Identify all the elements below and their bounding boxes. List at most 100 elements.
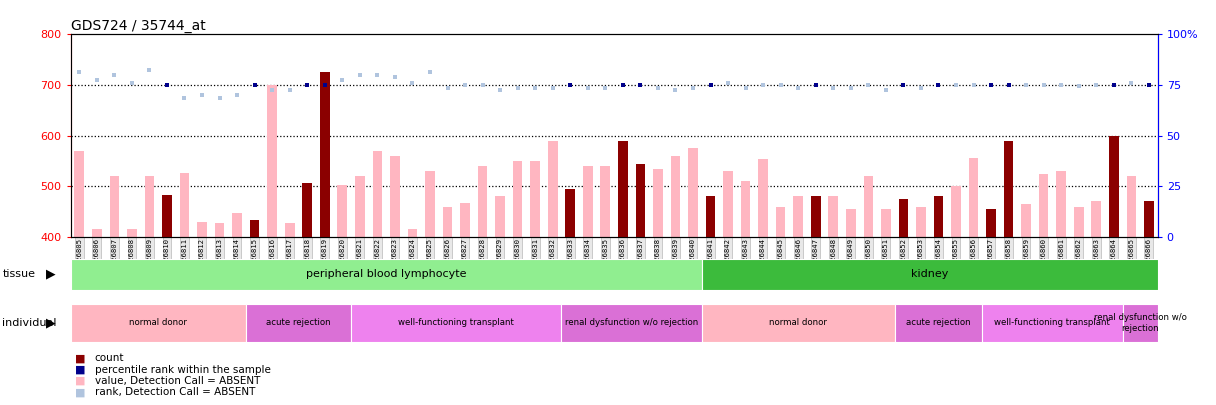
Point bbox=[263, 87, 282, 94]
Bar bbox=[702, 304, 895, 342]
Bar bbox=[530, 161, 540, 237]
Point bbox=[544, 84, 563, 91]
Bar bbox=[303, 183, 313, 237]
Bar bbox=[702, 259, 1158, 290]
Bar bbox=[355, 176, 365, 237]
Text: ■: ■ bbox=[75, 388, 86, 397]
Bar bbox=[197, 222, 207, 237]
Bar bbox=[863, 176, 873, 237]
Point bbox=[998, 82, 1018, 88]
Bar bbox=[565, 189, 575, 237]
Point bbox=[1104, 82, 1124, 88]
Point bbox=[841, 84, 861, 91]
Point bbox=[315, 82, 334, 88]
Text: individual: individual bbox=[2, 318, 57, 328]
Text: GDS724 / 35744_at: GDS724 / 35744_at bbox=[71, 19, 206, 33]
Bar bbox=[1144, 202, 1154, 237]
Bar bbox=[582, 166, 592, 237]
Point bbox=[350, 72, 370, 78]
Bar bbox=[338, 185, 347, 237]
Point bbox=[525, 84, 545, 91]
Point bbox=[648, 84, 668, 91]
Bar bbox=[1092, 202, 1100, 237]
Bar bbox=[759, 160, 769, 237]
Bar bbox=[688, 148, 698, 237]
Text: well-functioning transplant: well-functioning transplant bbox=[995, 318, 1110, 328]
Bar bbox=[460, 202, 469, 237]
Point bbox=[788, 84, 807, 91]
Point bbox=[806, 82, 826, 88]
Bar bbox=[92, 229, 102, 237]
Point bbox=[665, 87, 685, 94]
Point bbox=[438, 84, 457, 91]
Point bbox=[157, 82, 176, 88]
Bar bbox=[895, 304, 983, 342]
Bar bbox=[653, 168, 663, 237]
Point bbox=[736, 84, 755, 91]
Bar bbox=[372, 151, 382, 237]
Point bbox=[421, 69, 440, 76]
Bar bbox=[513, 161, 523, 237]
Point bbox=[140, 67, 159, 73]
Bar bbox=[1074, 207, 1083, 237]
Point bbox=[122, 79, 141, 86]
Bar bbox=[232, 213, 242, 237]
Point bbox=[210, 94, 230, 101]
Point bbox=[385, 74, 405, 81]
Bar bbox=[495, 196, 505, 237]
Point bbox=[1121, 79, 1141, 86]
Bar bbox=[776, 207, 786, 237]
Bar bbox=[741, 181, 750, 237]
Bar bbox=[246, 304, 351, 342]
Text: percentile rank within the sample: percentile rank within the sample bbox=[95, 365, 271, 375]
Bar bbox=[478, 166, 488, 237]
Bar bbox=[162, 195, 171, 237]
Text: acute rejection: acute rejection bbox=[906, 318, 970, 328]
Bar bbox=[74, 151, 84, 237]
Point bbox=[244, 82, 264, 88]
Bar bbox=[285, 223, 294, 237]
Bar bbox=[426, 171, 435, 237]
Bar bbox=[1038, 174, 1048, 237]
Bar bbox=[899, 199, 908, 237]
Point bbox=[823, 84, 843, 91]
Text: value, Detection Call = ABSENT: value, Detection Call = ABSENT bbox=[95, 376, 260, 386]
Bar bbox=[671, 156, 680, 237]
Point bbox=[175, 94, 195, 101]
Point bbox=[876, 87, 895, 94]
Point bbox=[490, 87, 510, 94]
Point bbox=[1052, 82, 1071, 88]
Point bbox=[69, 69, 89, 76]
Point bbox=[946, 82, 966, 88]
Point bbox=[1034, 82, 1053, 88]
Point bbox=[929, 82, 948, 88]
Bar bbox=[882, 209, 890, 237]
Point bbox=[719, 79, 738, 86]
Point bbox=[1017, 82, 1036, 88]
Point bbox=[105, 72, 124, 78]
Point bbox=[1139, 82, 1159, 88]
Text: well-functioning transplant: well-functioning transplant bbox=[399, 318, 514, 328]
Bar bbox=[548, 141, 557, 237]
Bar bbox=[601, 166, 610, 237]
Point bbox=[858, 82, 878, 88]
Bar bbox=[249, 220, 259, 237]
Bar bbox=[145, 176, 154, 237]
Bar bbox=[1021, 204, 1031, 237]
Point bbox=[1069, 83, 1088, 90]
Bar bbox=[407, 229, 417, 237]
Point bbox=[754, 82, 773, 88]
Bar bbox=[951, 186, 961, 237]
Bar bbox=[828, 196, 838, 237]
Point bbox=[561, 82, 580, 88]
Bar bbox=[793, 196, 803, 237]
Bar bbox=[986, 209, 996, 237]
Text: ■: ■ bbox=[75, 376, 86, 386]
Bar bbox=[636, 164, 646, 237]
Bar bbox=[268, 85, 277, 237]
Bar bbox=[724, 171, 733, 237]
Bar bbox=[1122, 304, 1158, 342]
Text: acute rejection: acute rejection bbox=[266, 318, 331, 328]
Text: tissue: tissue bbox=[2, 269, 35, 279]
Bar bbox=[934, 196, 944, 237]
